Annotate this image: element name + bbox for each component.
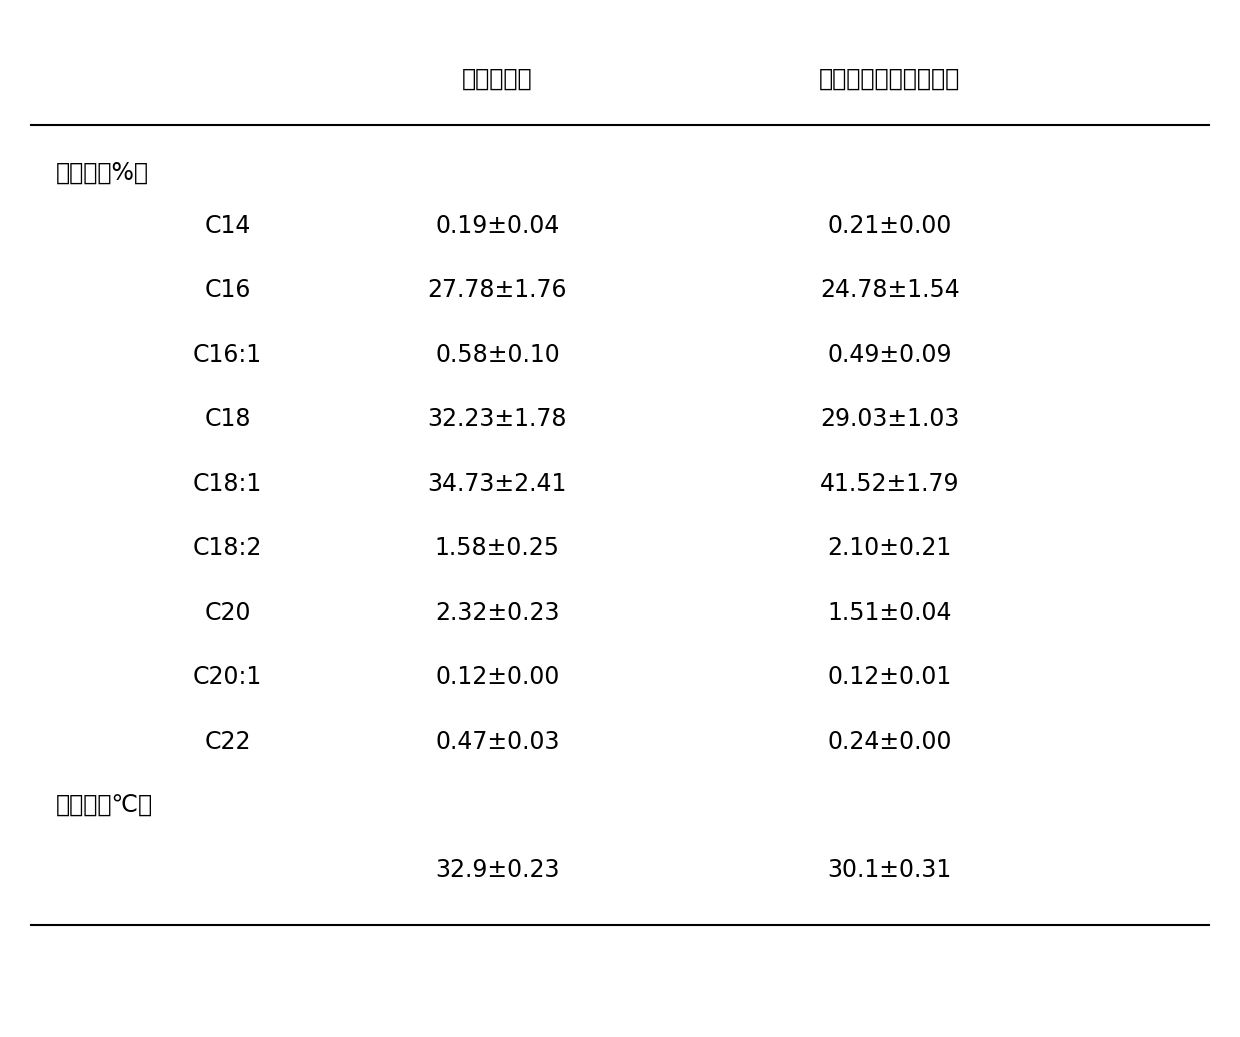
- Text: 0.24±0.00: 0.24±0.00: [827, 730, 952, 754]
- Text: 可可脂的低熳点分馏物: 可可脂的低熳点分馏物: [820, 66, 960, 90]
- Text: 0.47±0.03: 0.47±0.03: [435, 730, 559, 754]
- Text: 0.19±0.04: 0.19±0.04: [435, 214, 559, 237]
- Text: 2.10±0.21: 2.10±0.21: [827, 536, 952, 560]
- Text: 0.49±0.09: 0.49±0.09: [827, 343, 952, 367]
- Text: C16:1: C16:1: [193, 343, 262, 367]
- Text: 41.52±1.79: 41.52±1.79: [820, 472, 960, 496]
- Text: 30.1±0.31: 30.1±0.31: [827, 859, 952, 882]
- Text: 0.58±0.10: 0.58±0.10: [435, 343, 559, 367]
- Text: 0.21±0.00: 0.21±0.00: [827, 214, 952, 237]
- Text: 0.12±0.00: 0.12±0.00: [435, 665, 559, 689]
- Text: 24.78±1.54: 24.78±1.54: [820, 278, 960, 303]
- Text: C18: C18: [205, 408, 250, 431]
- Text: C18:1: C18:1: [193, 472, 263, 496]
- Text: 2.32±0.23: 2.32±0.23: [435, 600, 559, 624]
- Text: 1.51±0.04: 1.51±0.04: [827, 600, 952, 624]
- Text: C20: C20: [205, 600, 250, 624]
- Text: 32.23±1.78: 32.23±1.78: [428, 408, 567, 431]
- Text: 29.03±1.03: 29.03±1.03: [820, 408, 960, 431]
- Text: 0.12±0.01: 0.12±0.01: [827, 665, 952, 689]
- Text: C14: C14: [205, 214, 250, 237]
- Text: C20:1: C20:1: [193, 665, 263, 689]
- Text: 熳化点（℃）: 熳化点（℃）: [56, 794, 153, 818]
- Text: 27.78±1.76: 27.78±1.76: [428, 278, 567, 303]
- Text: 原始可可脂: 原始可可脂: [463, 66, 533, 90]
- Text: C18:2: C18:2: [193, 536, 263, 560]
- Text: 32.9±0.23: 32.9±0.23: [435, 859, 559, 882]
- Text: 34.73±2.41: 34.73±2.41: [428, 472, 567, 496]
- Text: C16: C16: [205, 278, 250, 303]
- Text: 1.58±0.25: 1.58±0.25: [435, 536, 560, 560]
- Text: 脂肪酸（%）: 脂肪酸（%）: [56, 161, 149, 185]
- Text: C22: C22: [205, 730, 250, 754]
